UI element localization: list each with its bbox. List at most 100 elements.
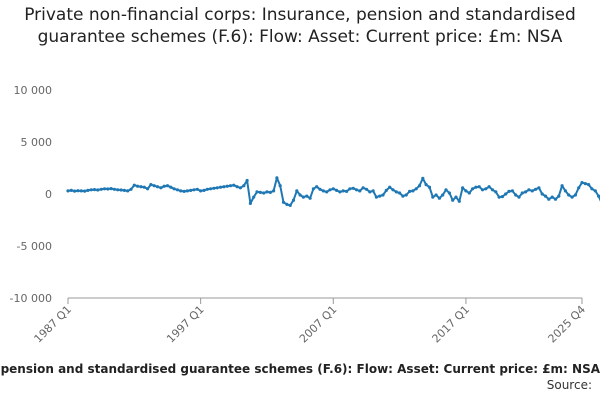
x-axis: 1987 Q1 1997 Q1 2007 Q1 2017 Q1 2025 Q4 <box>32 297 588 346</box>
data-point <box>358 189 362 193</box>
data-point <box>517 195 521 199</box>
data-point <box>560 184 564 188</box>
data-point <box>182 189 186 193</box>
data-point <box>494 190 498 194</box>
data-point <box>371 189 375 193</box>
data-point <box>106 187 110 191</box>
data-point <box>368 190 372 194</box>
data-point <box>189 188 193 192</box>
data-point <box>252 195 256 199</box>
data-point <box>537 186 541 190</box>
data-point <box>152 184 156 188</box>
data-point <box>510 189 514 193</box>
data-point <box>414 187 418 191</box>
data-point <box>477 185 481 189</box>
data-point <box>361 186 365 190</box>
data-point <box>345 189 349 193</box>
data-point <box>338 190 342 194</box>
data-point <box>534 187 538 191</box>
data-point <box>348 187 352 191</box>
data-point <box>427 185 432 189</box>
data-point <box>335 188 339 192</box>
data-point <box>69 188 73 192</box>
data-point <box>116 188 120 192</box>
data-point <box>441 193 445 197</box>
data-point <box>199 189 203 193</box>
data-point <box>364 187 369 191</box>
series-line <box>67 176 600 207</box>
data-point <box>553 197 558 201</box>
data-point <box>109 187 113 191</box>
data-point <box>341 189 345 193</box>
y-axis: 10 000 5 000 0 -5 000 -10 000 <box>10 84 52 305</box>
data-point <box>232 183 236 187</box>
data-point <box>278 184 282 188</box>
data-point <box>308 196 312 200</box>
data-point <box>192 188 196 192</box>
data-point <box>112 187 116 191</box>
data-point <box>102 187 107 191</box>
data-point <box>86 188 90 192</box>
data-point <box>73 189 77 193</box>
data-point <box>388 185 392 189</box>
data-point <box>467 191 471 195</box>
data-point <box>457 199 461 203</box>
data-point <box>543 194 548 198</box>
y-tick-label: 10 000 <box>14 84 53 97</box>
data-point <box>583 182 587 186</box>
data-point <box>318 187 322 191</box>
data-point <box>258 190 262 194</box>
data-point <box>490 188 495 192</box>
data-point <box>119 188 123 192</box>
legend-label: Private non-financial corps: Insurance, … <box>0 362 600 376</box>
data-point <box>132 183 136 187</box>
data-point <box>99 187 103 191</box>
data-point <box>547 197 551 201</box>
data-point <box>162 184 166 188</box>
x-tick-label: 2017 Q1 <box>430 303 473 346</box>
data-point <box>159 186 163 190</box>
data-point <box>563 189 568 193</box>
series-group <box>66 176 600 207</box>
data-point <box>573 193 578 197</box>
y-tick-label: 0 <box>45 188 52 201</box>
data-point <box>424 183 428 187</box>
x-tick-label: 1987 Q1 <box>32 303 75 346</box>
data-point <box>179 189 183 193</box>
y-tick-label: -10 000 <box>10 292 52 305</box>
data-point <box>354 188 359 192</box>
data-point <box>325 190 329 194</box>
data-point <box>540 192 544 196</box>
data-point <box>593 189 597 193</box>
data-point <box>142 185 146 189</box>
data-point <box>331 187 335 191</box>
data-point <box>291 198 296 202</box>
data-point <box>172 187 176 191</box>
data-point <box>464 189 468 193</box>
data-point <box>126 189 130 193</box>
data-point <box>136 184 140 188</box>
source-label: Source: <box>546 378 592 392</box>
data-point <box>215 186 219 190</box>
data-point <box>301 195 305 199</box>
data-point <box>437 196 441 200</box>
data-point <box>374 195 378 199</box>
data-point <box>480 188 485 192</box>
data-point <box>474 185 478 189</box>
data-point <box>507 189 511 193</box>
data-point <box>530 189 534 193</box>
data-point <box>401 194 405 198</box>
data-point <box>550 195 554 199</box>
y-tick-label: 5 000 <box>21 136 53 149</box>
data-point <box>311 187 315 191</box>
data-point <box>567 193 571 197</box>
data-point <box>570 195 574 199</box>
data-point <box>384 188 388 192</box>
data-point <box>417 184 422 188</box>
data-point <box>527 188 531 192</box>
data-point <box>577 186 581 190</box>
data-point <box>205 187 209 191</box>
data-point <box>288 203 292 207</box>
data-point <box>404 193 408 197</box>
data-point <box>590 187 594 191</box>
